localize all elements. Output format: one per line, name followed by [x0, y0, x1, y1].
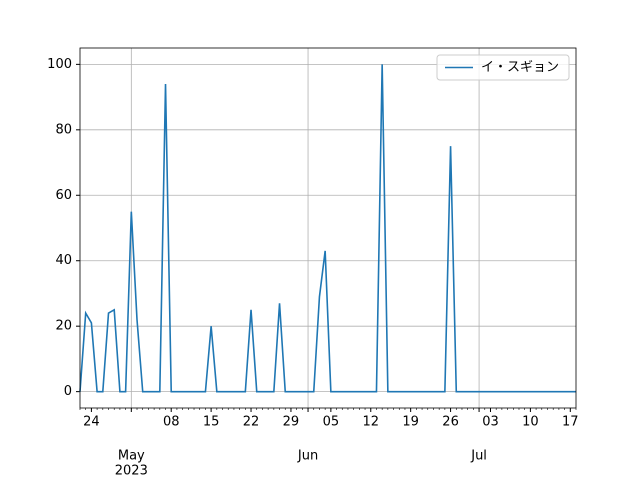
y-tick-label: 20: [55, 319, 72, 334]
data-line: [79, 64, 576, 393]
x-tick-label: 26: [442, 415, 459, 430]
x-tick-label: 29: [283, 415, 300, 430]
x-tick-label: 08: [163, 415, 180, 430]
x-tick-label: 17: [562, 415, 579, 430]
x-tick-label: 19: [402, 415, 419, 430]
x-tick-label: 10: [522, 415, 539, 430]
y-tick-label: 80: [55, 122, 72, 137]
x-major-label: Jun: [297, 449, 318, 464]
y-tick-label: 0: [64, 384, 72, 399]
x-tick-label: 05: [323, 415, 340, 430]
x-major-label: Jul: [470, 449, 487, 464]
x-tick-label: 24: [83, 415, 100, 430]
x-year-label: 2023: [115, 464, 148, 479]
x-major-label: May: [118, 449, 145, 464]
plot-frame: [79, 47, 577, 409]
x-tick-label: 12: [362, 415, 379, 430]
legend-box: [436, 54, 570, 81]
y-tick-label: 40: [55, 253, 72, 268]
legend-label: イ・スギョン: [481, 60, 559, 75]
x-tick-label: 22: [243, 415, 260, 430]
y-tick-label: 60: [55, 188, 72, 203]
x-tick-label: 15: [203, 415, 220, 430]
y-tick-label: 100: [47, 57, 72, 72]
x-tick-label: 03: [482, 415, 499, 430]
